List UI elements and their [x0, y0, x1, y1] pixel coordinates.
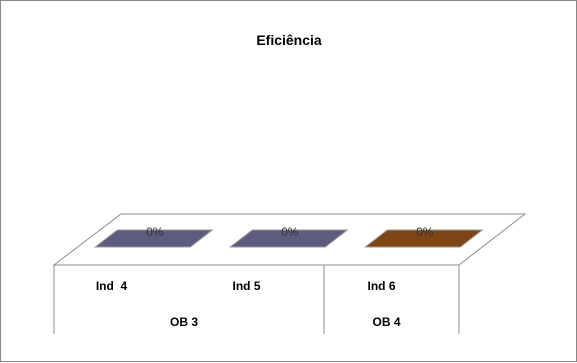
category-labels: Ind 4 Ind 5 Ind 6 [96, 279, 396, 293]
bar-2 [228, 229, 349, 248]
bars-layer: 0% 0% 0% [93, 225, 484, 248]
chart-title: Eficiência [256, 32, 322, 48]
data-label-2: 0% [281, 225, 299, 239]
group-label-2: OB 4 [372, 315, 400, 329]
tick-label-1: Ind 4 [96, 279, 128, 293]
tick-label-3: Ind 6 [367, 279, 395, 293]
bar-3 [363, 229, 484, 248]
group-label-1: OB 3 [170, 315, 198, 329]
data-label-3: 0% [416, 225, 434, 239]
data-label-1: 0% [146, 225, 164, 239]
tick-label-2: Ind 5 [232, 279, 260, 293]
group-labels: OB 3 OB 4 [170, 315, 401, 329]
bar-1 [93, 229, 214, 248]
